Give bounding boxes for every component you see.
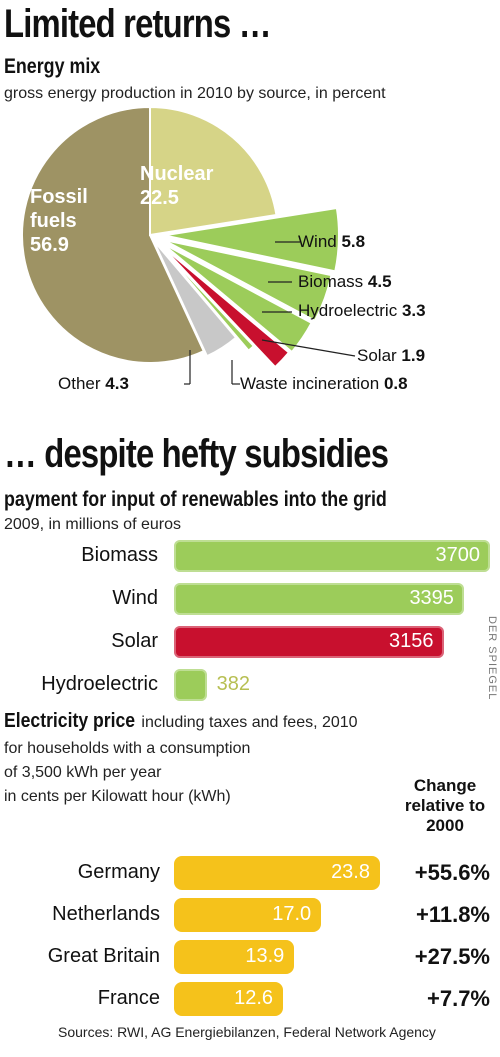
other-label: Other 4.3	[58, 374, 129, 393]
headline-hefty-subsidies: … despite hefty subsidies	[4, 432, 389, 476]
price-line3: of 3,500 kWh per year	[4, 764, 162, 781]
price-value-netherlands: 17.0	[272, 903, 312, 925]
price-change-germany: +55.6%	[414, 860, 490, 885]
pie-slice-nuclear	[149, 105, 278, 237]
price-title-line: Electricity price including taxes and fe…	[4, 710, 358, 733]
price-title: Electricity price	[4, 710, 136, 732]
price-change-great-britain: +27.5%	[414, 944, 490, 969]
wind-label: Wind 5.8	[298, 232, 366, 251]
energy-mix-subtitle: gross energy production in 2010 by sourc…	[4, 85, 386, 102]
price-label-great-britain: Great Britain	[47, 945, 160, 967]
solar-label: Solar 1.9	[357, 346, 426, 365]
payment-bar-solar	[174, 626, 444, 658]
pie-slice-fossil-fuels	[21, 105, 206, 364]
change-header: Change relative to 2000	[404, 776, 486, 835]
leader-line	[261, 339, 356, 357]
price-bar-netherlands	[174, 898, 322, 932]
price-value-france: 12.6	[234, 987, 274, 1009]
price-line2: for households with a consumption	[4, 740, 251, 757]
price-bar-france	[174, 982, 284, 1016]
credit-der-spiegel: DER SPIEGEL	[486, 616, 498, 701]
payment-label-hydroelectric: Hydroelectric	[41, 673, 158, 695]
pie-slice-biomass	[162, 238, 333, 323]
payment-subtitle: 2009, in millions of euros	[4, 516, 181, 533]
payment-bar-hydroelectric	[174, 669, 207, 701]
payment-bar-biomass	[174, 540, 490, 572]
price-label-france: France	[97, 987, 160, 1009]
price-change-france: +7.7%	[427, 986, 490, 1011]
pie-slice-solar	[159, 243, 291, 369]
payment-label-wind: Wind	[112, 587, 158, 609]
price-line4: in cents per Kilowatt hour (kWh)	[4, 788, 231, 805]
payment-label-biomass: Biomass	[81, 544, 158, 566]
sources-note: Sources: RWI, AG Energiebilanzen, Federa…	[58, 1024, 436, 1040]
payment-value-wind: 3395	[409, 587, 454, 609]
pie-slice-other	[152, 239, 238, 358]
payment-bar-wind	[174, 583, 464, 615]
headline-limited-returns: Limited returns …	[4, 2, 272, 46]
waste-label: Waste incineration 0.8	[240, 374, 408, 393]
price-title-rest: including taxes and fees, 2010	[136, 714, 358, 731]
biomass-label: Biomass 4.5	[298, 272, 392, 291]
price-value-great-britain: 13.9	[245, 945, 285, 967]
hydro-label: Hydroelectric 3.3	[298, 301, 426, 320]
price-value-germany: 23.8	[331, 861, 370, 883]
pie-slice-wind	[163, 206, 340, 273]
pie-slice-hydroelectric	[160, 241, 313, 354]
price-change-netherlands: +11.8%	[415, 902, 490, 927]
price-label-germany: Germany	[77, 861, 160, 883]
price-label-netherlands: Netherlands	[52, 903, 160, 925]
payment-title: payment for input of renewables into the…	[4, 488, 387, 511]
price-bar-germany	[174, 856, 380, 890]
payment-value-solar: 3156	[389, 630, 434, 652]
price-bar-great-britain	[174, 940, 295, 974]
energy-mix-title: Energy mix	[4, 55, 101, 78]
energy-pie-chart	[21, 105, 356, 385]
nuclear-label: Nuclear 22.5	[140, 163, 214, 209]
payment-value-hydroelectric: 382	[216, 673, 250, 695]
payment-value-biomass: 3700	[435, 544, 481, 566]
payment-label-solar: Solar	[111, 630, 158, 652]
fossil-label: Fossil fuels 56.9	[30, 186, 88, 256]
pie-slice-waste-incineration	[157, 243, 256, 353]
